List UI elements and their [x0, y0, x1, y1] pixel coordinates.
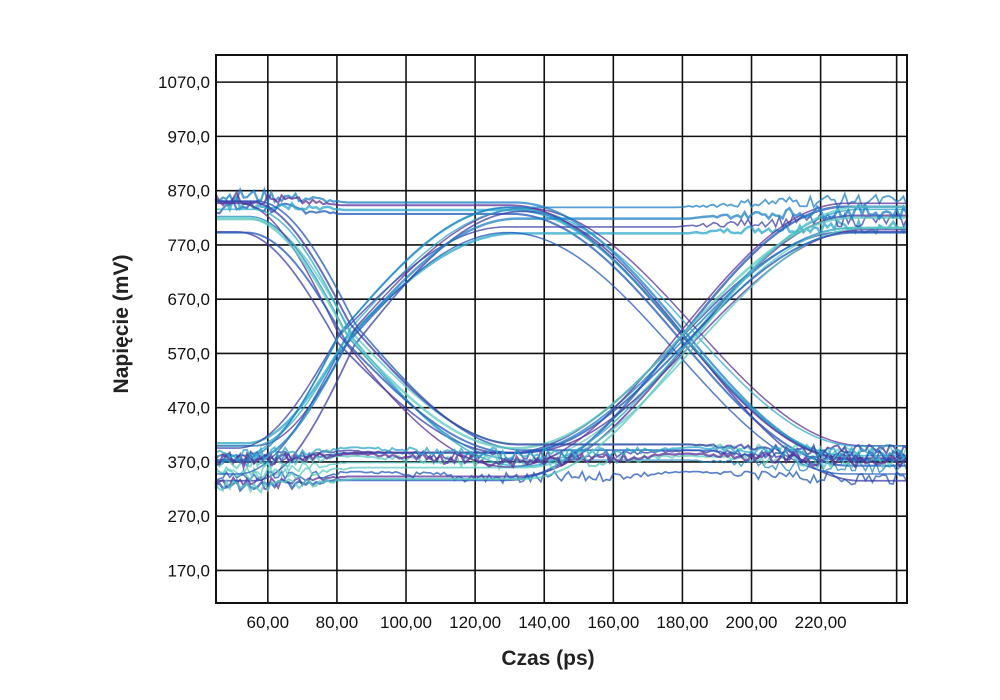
- eye-trace: [216, 202, 909, 462]
- y-tick-label: 470,0: [167, 399, 210, 418]
- x-tick-label: 200,00: [726, 613, 778, 632]
- x-tick-labels: 60,00 80,00 100,00 120,00 140,00 160,00 180,00…: [247, 613, 847, 632]
- eye-trace: [216, 216, 907, 450]
- x-tick-label: 180,00: [656, 613, 708, 632]
- y-tick-label: 770,0: [167, 236, 210, 255]
- y-tick-label: 1070,0: [158, 73, 210, 92]
- eye-trace: [216, 231, 907, 455]
- eye-trace: [215, 205, 907, 495]
- eye-trace: [216, 215, 908, 475]
- eye-trace: [216, 218, 908, 459]
- y-tick-label: 570,0: [167, 344, 210, 363]
- x-tick-label: 60,00: [247, 613, 290, 632]
- eye-trace: [216, 217, 909, 445]
- y-tick-label: 270,0: [167, 507, 210, 526]
- x-tick-label: 160,00: [587, 613, 639, 632]
- eye-trace: [215, 226, 907, 478]
- eye-trace: [214, 194, 907, 461]
- eye-trace: [216, 211, 908, 449]
- eye-trace: [214, 451, 909, 472]
- x-tick-label: 120,00: [449, 613, 501, 632]
- eye-trace: [216, 200, 908, 466]
- eye-trace: [216, 202, 907, 468]
- grid-lines: [216, 55, 907, 603]
- eye-trace: [216, 210, 907, 482]
- y-tick-label: 670,0: [167, 290, 210, 309]
- eye-trace: [216, 231, 907, 455]
- eye-trace: [214, 198, 907, 467]
- eye-trace: [216, 200, 908, 459]
- eye-trace: [215, 228, 907, 466]
- x-tick-label: 80,00: [316, 613, 359, 632]
- y-tick-label: 870,0: [167, 182, 210, 201]
- eye-trace: [215, 469, 908, 486]
- eye-trace: [215, 445, 908, 463]
- y-tick-label: 370,0: [167, 453, 210, 472]
- eye-trace: [216, 207, 907, 447]
- eye-traces: [214, 186, 909, 495]
- x-tick-label: 220,00: [795, 613, 847, 632]
- y-tick-labels: 170,0 270,0 370,0 470,0 570,0 670,0 770,0 870,0…: [158, 73, 210, 580]
- eye-trace: [216, 231, 907, 475]
- y-axis-label: Napięcie (mV): [110, 255, 133, 394]
- x-tick-label: 100,00: [380, 613, 432, 632]
- x-axis-label: Czas (ps): [501, 647, 594, 670]
- y-tick-label: 170,0: [167, 561, 210, 580]
- eye-trace: [216, 191, 908, 461]
- x-tick-label: 140,00: [518, 613, 570, 632]
- y-tick-label: 970,0: [167, 127, 210, 146]
- plot-frame: [215, 54, 908, 604]
